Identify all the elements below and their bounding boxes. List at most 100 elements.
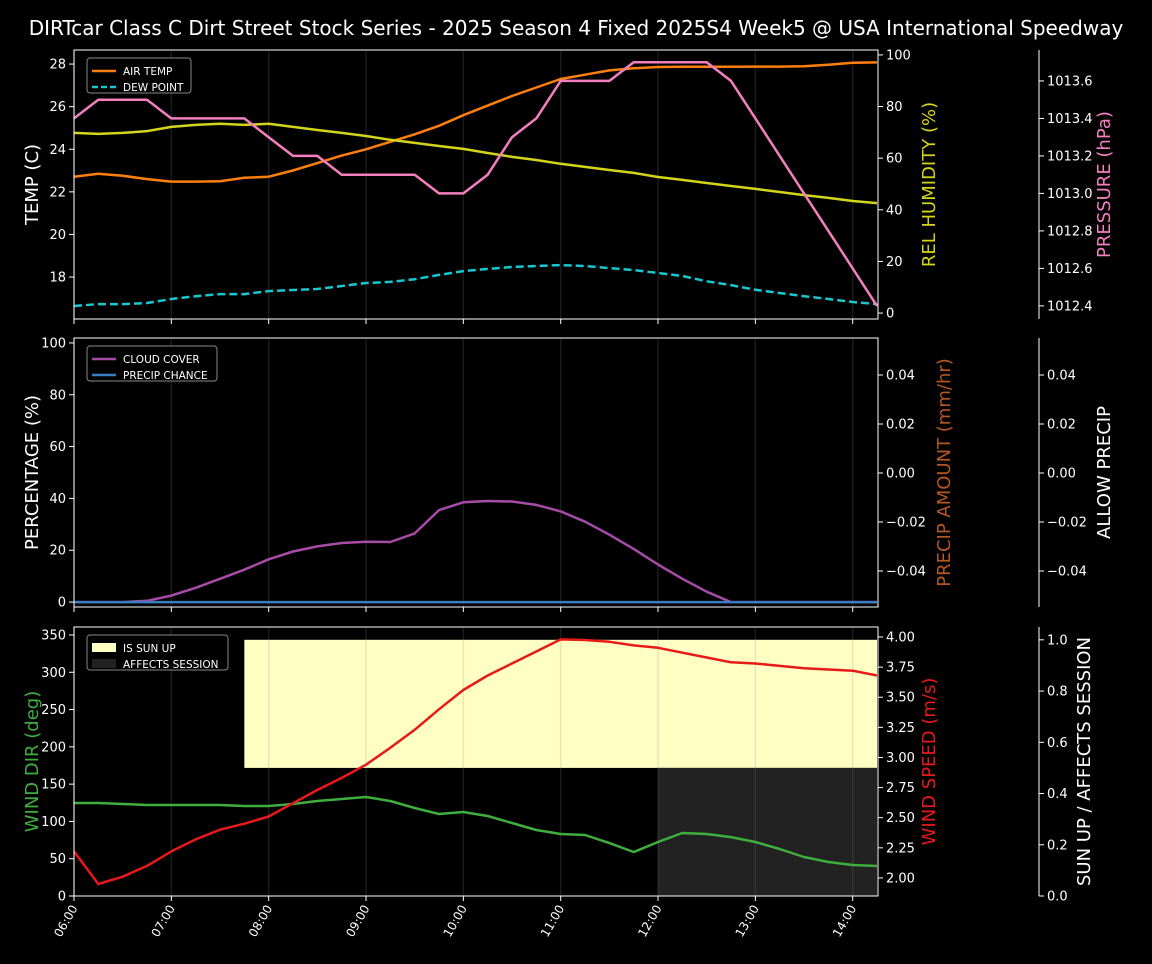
y-tick-label: 3.00 xyxy=(886,751,915,766)
x-tick-label: 14:00 xyxy=(830,903,859,940)
axis-label-right: REL HUMIDITY (%) xyxy=(919,102,940,267)
series-wind-speed xyxy=(72,638,878,886)
y-tick-label: 0 xyxy=(58,596,66,611)
legend-box xyxy=(86,634,229,671)
y-tick-label: 0 xyxy=(886,307,894,322)
y-tick-label: −0.04 xyxy=(1047,564,1087,579)
y-tick-label: 60 xyxy=(886,152,903,167)
y-tick-label: 0.6 xyxy=(1047,736,1068,751)
y-tick-label: 26 xyxy=(49,100,66,115)
y-tick-label: −0.04 xyxy=(886,564,926,579)
legend-swatch xyxy=(92,659,116,668)
y-tick-label: 20 xyxy=(886,255,903,270)
legend: AIR TEMP DEW POINT xyxy=(86,57,192,94)
x-tick-label: 08:00 xyxy=(246,903,275,940)
y-tick-label: 2.50 xyxy=(886,811,915,826)
y-tick-label: 0.00 xyxy=(1047,466,1076,481)
series-dew-point xyxy=(73,263,878,308)
legend-box xyxy=(86,57,192,94)
legend-box xyxy=(86,345,218,382)
y-tick-label: 1013.0 xyxy=(1047,187,1093,202)
y-tick-label: 1012.8 xyxy=(1047,224,1093,239)
legend-label: DEW POINT xyxy=(123,82,184,94)
x-tick-label: 06:00 xyxy=(51,903,80,940)
y-tick-label: 40 xyxy=(49,492,66,507)
y-tick-label: 0.04 xyxy=(1047,368,1076,383)
y-tick-label: 1013.2 xyxy=(1047,149,1093,164)
y-tick-label: 200 xyxy=(41,740,66,755)
y-tick-label: 20 xyxy=(49,544,66,559)
y-tick-label: 150 xyxy=(41,778,66,793)
y-tick-label: 0.0 xyxy=(1047,890,1068,905)
legend-label: IS SUN UP xyxy=(123,643,176,655)
x-tick-label: 09:00 xyxy=(343,903,372,940)
band-is-sun-up xyxy=(244,639,878,768)
legend-label: CLOUD COVER xyxy=(123,354,200,366)
axis-label-far-right: SUN UP / AFFECTS SESSION xyxy=(1074,637,1095,886)
y-tick-label: 18 xyxy=(49,271,66,286)
y-tick-label: 100 xyxy=(41,815,66,830)
chart-title: DIRTcar Class C Dirt Street Stock Series… xyxy=(29,16,1124,40)
y-tick-label: 3.75 xyxy=(886,661,915,676)
axis-label-left: TEMP (C) xyxy=(22,144,43,226)
y-tick-label: 40 xyxy=(886,203,903,218)
y-tick-label: 3.25 xyxy=(886,721,915,736)
y-tick-label: 0.02 xyxy=(1047,417,1076,432)
y-tick-label: 0.02 xyxy=(886,417,915,432)
x-tick-label: 13:00 xyxy=(733,903,762,940)
axis-label-right: WIND SPEED (m/s) xyxy=(919,678,940,846)
legend-swatch xyxy=(92,643,116,652)
y-tick-label: 60 xyxy=(49,440,66,455)
y-tick-label: 80 xyxy=(49,388,66,403)
y-tick-label: −0.02 xyxy=(1047,515,1087,530)
axis-label-left: WIND DIR (deg) xyxy=(22,691,43,833)
y-tick-label: 20 xyxy=(49,228,66,243)
legend-label: AFFECTS SESSION xyxy=(123,659,219,671)
y-tick-label: 3.50 xyxy=(886,691,915,706)
y-tick-label: 1.0 xyxy=(1047,633,1068,648)
plot-frame xyxy=(73,49,879,320)
y-tick-label: 350 xyxy=(41,628,66,643)
y-tick-label: 0.8 xyxy=(1047,685,1068,700)
y-tick-label: 50 xyxy=(49,852,66,867)
y-tick-label: 0 xyxy=(58,890,66,905)
y-tick-label: 0.00 xyxy=(886,466,915,481)
y-tick-label: 300 xyxy=(41,666,66,681)
band-affects-session xyxy=(658,767,878,896)
plot-frame xyxy=(73,626,879,897)
y-tick-label: 2.75 xyxy=(886,781,915,796)
legend-label: AIR TEMP xyxy=(123,66,172,78)
axis-label-far-right: ALLOW PRECIP xyxy=(1094,406,1115,539)
series-rel-humidity xyxy=(73,122,878,205)
y-tick-label: 0.2 xyxy=(1047,838,1068,853)
series-air-temp xyxy=(73,61,878,183)
y-tick-label: 100 xyxy=(41,336,66,351)
series-pressure xyxy=(73,60,879,307)
panel-2: 0 20 40 60 80 100 PERCENTAGE (%) −0.04 −0.02 0.00… xyxy=(22,336,1115,612)
y-tick-label: 2.00 xyxy=(886,871,915,886)
axis-label-right: PRECIP AMOUNT (mm/hr) xyxy=(934,358,955,587)
y-tick-label: 80 xyxy=(886,100,903,115)
x-tick-label: 07:00 xyxy=(149,903,178,940)
panel-1: 18 20 22 24 26 28 TEMP (C) 0 20 40 60 80 100 REL HUMI… xyxy=(22,48,1115,324)
x-tick-label: 12:00 xyxy=(635,903,664,940)
panel-3: 06:00 07:00 08:00 09:00 10:00 11:00 12:00 13:00… xyxy=(22,626,1095,940)
y-tick-label: 1013.4 xyxy=(1047,112,1093,127)
y-tick-label: 1012.6 xyxy=(1047,262,1093,277)
y-tick-label: 100 xyxy=(886,48,911,63)
y-tick-label: 0.4 xyxy=(1047,787,1068,802)
legend: CLOUD COVER PRECIP CHANCE xyxy=(86,345,218,382)
y-tick-label: 250 xyxy=(41,703,66,718)
x-tick-label: 10:00 xyxy=(441,903,470,940)
series-wind-dir xyxy=(74,795,878,868)
axis-label-left: PERCENTAGE (%) xyxy=(22,395,43,550)
legend: IS SUN UP AFFECTS SESSION xyxy=(86,634,229,671)
y-tick-label: 28 xyxy=(49,58,66,73)
plot-area xyxy=(74,338,878,607)
y-tick-label: 1012.4 xyxy=(1047,299,1093,314)
y-tick-label: 1013.6 xyxy=(1047,74,1093,89)
legend-label: PRECIP CHANCE xyxy=(123,370,208,382)
y-tick-label: 0.04 xyxy=(886,368,915,383)
y-tick-label: 4.00 xyxy=(886,630,915,645)
